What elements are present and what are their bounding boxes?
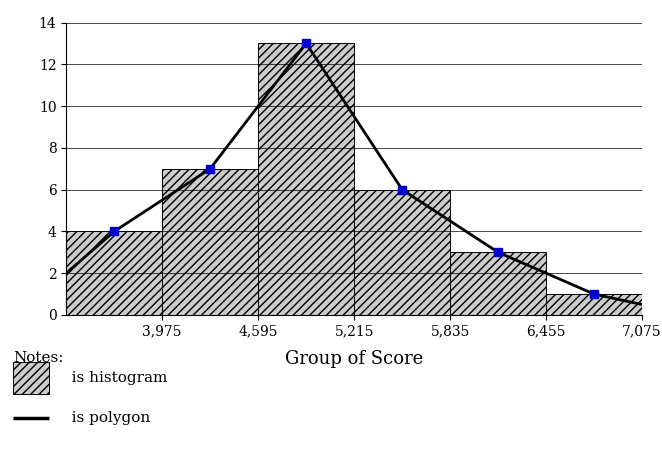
Bar	[162, 169, 258, 315]
X-axis label: Group of Score: Group of Score	[285, 350, 423, 368]
Text: is polygon: is polygon	[57, 411, 150, 425]
Bar	[13, 362, 49, 394]
Text: Notes:: Notes:	[13, 351, 64, 365]
Bar	[546, 294, 642, 315]
Bar	[66, 231, 162, 315]
Bar	[354, 189, 450, 315]
Text: is histogram: is histogram	[57, 371, 167, 385]
Bar	[450, 252, 546, 315]
Bar	[258, 43, 354, 315]
